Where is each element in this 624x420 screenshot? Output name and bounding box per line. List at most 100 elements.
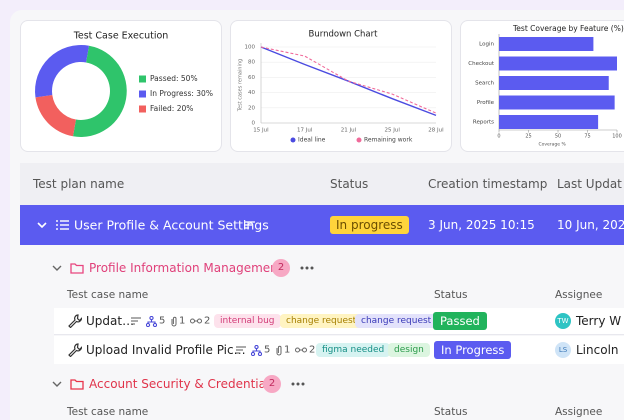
subtask-count: 5 — [264, 344, 271, 356]
bar — [499, 95, 615, 110]
y-tick-label: 80 — [248, 60, 255, 66]
x-tick-label: 15 Jul — [253, 128, 269, 134]
column-header: Assignee — [555, 289, 603, 301]
chart-title: Test Case Execution — [73, 31, 169, 42]
legend-marker — [356, 137, 362, 143]
x-tick-label: 21 Jul — [341, 128, 357, 134]
legend-label: Remaining work — [364, 137, 413, 144]
column-header: Test case name — [67, 289, 149, 301]
chart: Test Coverage by Feature (%) Login Checkou… — [468, 24, 624, 148]
tag: design — [388, 343, 430, 357]
x-tick-label: 0 — [497, 134, 500, 140]
subtask-icon — [251, 345, 262, 356]
column-header: Assignee — [555, 406, 603, 418]
chevron[interactable] — [52, 380, 62, 388]
case-name: Upload Invalid Profile Pic… — [86, 343, 246, 357]
legend-name: Failed — [150, 104, 172, 113]
subtask-icon — [146, 316, 157, 327]
x-tick-label: 17 Jul — [297, 128, 313, 134]
chevron[interactable] — [36, 220, 48, 230]
column-header: Test plan name — [33, 177, 125, 191]
x-tick-label: 25 — [525, 134, 531, 140]
column-header: Status — [434, 289, 468, 301]
column-header: Status — [330, 177, 369, 191]
attachment-count: 1 — [179, 315, 186, 327]
group-name[interactable]: Account Security & Credentials — [89, 377, 276, 391]
sort-icon — [236, 346, 246, 354]
legend-name: In Progress — [150, 89, 191, 98]
wrench-icon — [68, 314, 82, 328]
donut-segment — [35, 45, 89, 98]
x-tick-label: 75 — [584, 134, 590, 140]
assignee: Terry W — [576, 314, 622, 328]
attachment-icon — [276, 345, 282, 356]
wrench-icon — [68, 343, 82, 357]
x-tick-label: 100 — [612, 134, 622, 140]
avatar: LS — [555, 342, 571, 358]
tag: change request — [280, 314, 363, 328]
series-line — [260, 46, 437, 114]
assignee: Lincoln — [576, 343, 619, 357]
y-tick-label: 100 — [245, 45, 256, 51]
avatar: TW — [555, 313, 571, 329]
link-count: 2 — [309, 344, 316, 356]
x-axis-label: Coverage % — [538, 142, 566, 148]
legend-label: In Progress: 30% — [150, 89, 213, 98]
y-tick-label: 40 — [248, 90, 255, 96]
bar — [499, 56, 617, 71]
x-tick-label: 50 — [555, 134, 561, 140]
group-name[interactable]: Profile Information Management — [89, 261, 283, 275]
count-badge: 2 — [263, 375, 281, 393]
case-name: Updat… — [86, 314, 135, 328]
legend-name: Passed — [150, 74, 176, 83]
plan-row[interactable] — [20, 205, 624, 245]
x-tick-label: 25 Jul — [385, 128, 401, 134]
attachment-count: 1 — [284, 344, 291, 356]
attachment-icon — [171, 316, 177, 327]
legend-separator: : — [172, 104, 177, 113]
legend-label: Ideal line — [298, 137, 326, 144]
chart: Burndown Chart Test cases remaining 0 20 40 6… — [238, 30, 445, 144]
y-tick-label: 60 — [248, 75, 255, 81]
bar — [499, 37, 594, 51]
plan-name[interactable]: User Profile & Account Settings — [74, 217, 269, 233]
category-label: Checkout — [468, 61, 495, 67]
link-icon — [295, 347, 307, 353]
category-label: Reports — [473, 120, 494, 126]
updated: 10 Jun, 2025 — [557, 218, 624, 232]
column-header: Status — [434, 406, 468, 418]
link-icon — [190, 318, 202, 324]
burndown-card: Burndown Chart Test cases remaining 0 20 40 6… — [230, 20, 452, 152]
sort-icon — [131, 317, 141, 325]
column-header: Test case name — [67, 406, 149, 418]
legend-separator: : — [176, 74, 181, 83]
folder-icon — [70, 263, 84, 274]
legend-label: Failed: 20% — [150, 104, 193, 113]
column-header: Last Updat — [557, 177, 622, 191]
coverage-card: Test Coverage by Feature (%) Login Checkou… — [460, 20, 624, 152]
legend-separator: : — [191, 89, 196, 98]
sort-icon[interactable] — [244, 220, 256, 230]
legend-marker — [290, 137, 296, 143]
donut-card: Test Case Execution Passed: 50% In Progres… — [20, 20, 222, 152]
y-tick-label: 20 — [248, 105, 255, 111]
legend-swatch — [139, 105, 146, 113]
chevron[interactable] — [52, 264, 62, 272]
chart-title: Test Coverage by Feature (%) — [512, 24, 624, 33]
chart: Test Case Execution Passed: 50% In Progres… — [35, 31, 213, 137]
panel: Test Case Execution Passed: 50% In Progres… — [10, 10, 624, 420]
category-label: Login — [479, 42, 494, 48]
bar — [499, 76, 609, 90]
category-label: Profile — [477, 100, 495, 106]
more-icon[interactable] — [291, 382, 305, 386]
more-icon[interactable] — [300, 266, 314, 270]
y-axis-label: Test cases remaining — [238, 59, 244, 112]
legend-swatch — [139, 90, 146, 98]
status-pill: Passed — [433, 312, 487, 330]
status-pill: In Progress — [434, 341, 512, 359]
status-pill: In progress — [330, 216, 409, 234]
created: 3 Jun, 2025 10:15 — [428, 218, 535, 232]
y-tick-label: 0 — [252, 121, 256, 127]
tag: internal bug — [214, 314, 281, 328]
